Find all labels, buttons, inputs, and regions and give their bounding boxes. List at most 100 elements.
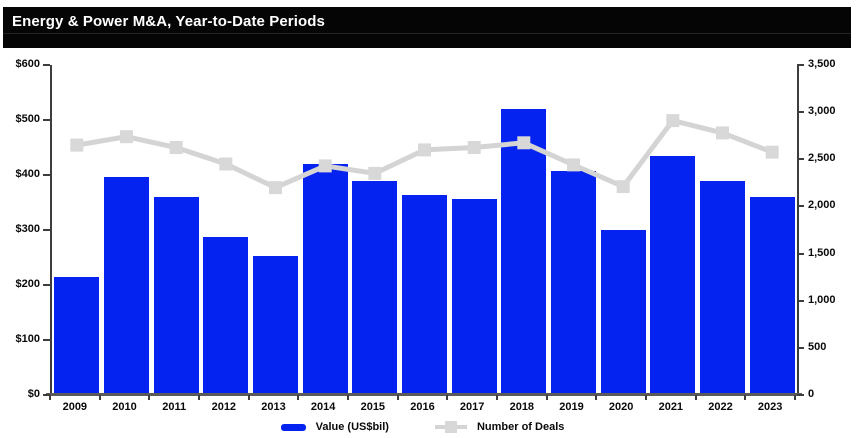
deals-line-layer [70, 114, 779, 195]
x-axis-tick [247, 395, 250, 400]
left-axis-label: $100 [15, 333, 40, 345]
bar-2010 [104, 176, 149, 395]
x-axis-tick [794, 395, 796, 400]
left-axis-tick [43, 229, 50, 231]
x-axis-label-2021: 2021 [658, 401, 684, 413]
deals-marker-2009 [70, 138, 84, 152]
right-axis-label: 3,000 [808, 105, 836, 118]
bar-2020 [600, 230, 646, 395]
deals-marker-2022 [716, 126, 729, 140]
left-axis-tick [43, 284, 50, 286]
right-axis-tick [797, 111, 804, 114]
x-axis-tick [49, 395, 51, 400]
x-axis-tick [645, 395, 647, 400]
right-axis-label: 0 [808, 388, 815, 400]
deals-marker-2021 [666, 114, 680, 128]
legend-deals-label: Number of Deals [476, 421, 565, 433]
legend: Value (US$bil) Number of Deals [50, 417, 795, 437]
x-axis-label-2010: 2010 [112, 401, 137, 413]
x-axis-tick [595, 395, 598, 400]
bar-2022 [700, 181, 745, 395]
chart-title-bar: Energy & Power M&A, Year-to-Date Periods [3, 7, 851, 48]
bar-2009 [54, 276, 100, 395]
x-axis-label-2015: 2015 [360, 401, 386, 413]
deals-marker-2013 [269, 181, 282, 195]
legend-value-swatch-icon [280, 423, 306, 431]
left-axis-tick [43, 119, 50, 121]
deals-marker-2015 [368, 166, 382, 180]
legend-value-label: Value (US$bil) [315, 421, 389, 433]
bar-2016 [402, 195, 447, 395]
x-axis-tick [545, 395, 548, 400]
x-axis-tick [446, 395, 449, 400]
x-axis-tick [694, 395, 697, 400]
x-axis-line [46, 393, 802, 396]
right-axis-label: 2,500 [808, 152, 836, 165]
x-axis-label-2009: 2009 [62, 401, 88, 413]
right-axis-tick [797, 252, 804, 255]
deals-marker-2018 [517, 136, 531, 150]
right-axis-tick [797, 158, 804, 161]
bar-2012 [203, 236, 249, 395]
x-axis-tick [98, 395, 101, 400]
x-axis-label-2023: 2023 [757, 401, 783, 413]
right-axis-tick [797, 394, 804, 396]
x-axis-label-2014: 2014 [310, 401, 336, 413]
right-axis-tick [797, 299, 804, 302]
bar-2017 [451, 199, 497, 395]
chart-title: Energy & Power M&A, Year-to-Date Periods [12, 13, 325, 30]
x-axis-label-2016: 2016 [410, 401, 435, 413]
left-axis-label: $200 [15, 278, 40, 290]
right-axis-tick [797, 64, 804, 66]
left-axis-tick [43, 394, 50, 396]
x-axis-tick [297, 395, 300, 400]
deals-marker-2019 [567, 158, 580, 172]
x-axis-label-2019: 2019 [559, 401, 584, 413]
bar-2011 [153, 197, 199, 395]
right-axis-tick [797, 205, 804, 208]
left-axis-tick [43, 64, 50, 66]
x-axis-label-2017: 2017 [459, 401, 485, 413]
right-axis-label: 1,000 [808, 293, 836, 306]
deals-marker-2020 [616, 180, 630, 194]
deals-marker-2023 [765, 145, 779, 159]
x-axis-label-2012: 2012 [211, 401, 237, 413]
x-axis-tick [347, 395, 349, 400]
deals-marker-2014 [318, 159, 332, 173]
deals-marker-2011 [169, 141, 183, 154]
right-axis-label: 3,500 [808, 58, 836, 70]
bar-2021 [650, 155, 696, 395]
x-axis-tick [744, 395, 747, 400]
left-axis-label: $400 [15, 168, 40, 180]
left-axis-label: $500 [15, 113, 40, 125]
bar-2019 [551, 170, 596, 395]
right-axis-label: 2,000 [808, 199, 836, 212]
x-axis-tick [198, 395, 200, 400]
right-axis-label: 1,500 [808, 246, 836, 259]
deals-marker-2017 [467, 141, 481, 154]
left-axis-label: $0 [27, 388, 40, 400]
bar-2018 [501, 109, 547, 395]
deals-marker-2012 [219, 157, 233, 171]
left-axis-tick [43, 339, 50, 341]
x-axis-label-2013: 2013 [261, 401, 286, 413]
left-axis-label: $300 [15, 223, 40, 235]
x-axis-label-2011: 2011 [162, 401, 187, 413]
x-axis-label-2020: 2020 [608, 401, 634, 413]
plot-area [50, 65, 799, 395]
x-axis-label-2018: 2018 [509, 401, 535, 413]
bar-2015 [352, 180, 398, 395]
x-axis-tick [396, 395, 399, 400]
bar-2013 [253, 256, 298, 395]
x-axis-tick [148, 395, 151, 400]
deals-marker-2010 [120, 130, 133, 144]
legend-deals-swatch-icon [434, 421, 467, 433]
deals-marker-2016 [418, 143, 431, 157]
x-axis-tick [496, 395, 498, 400]
right-axis-label: 500 [808, 340, 827, 353]
left-axis-tick [43, 174, 50, 176]
bar-2023 [749, 197, 795, 395]
x-axis-label-2022: 2022 [708, 401, 733, 413]
right-axis-tick [797, 346, 804, 349]
